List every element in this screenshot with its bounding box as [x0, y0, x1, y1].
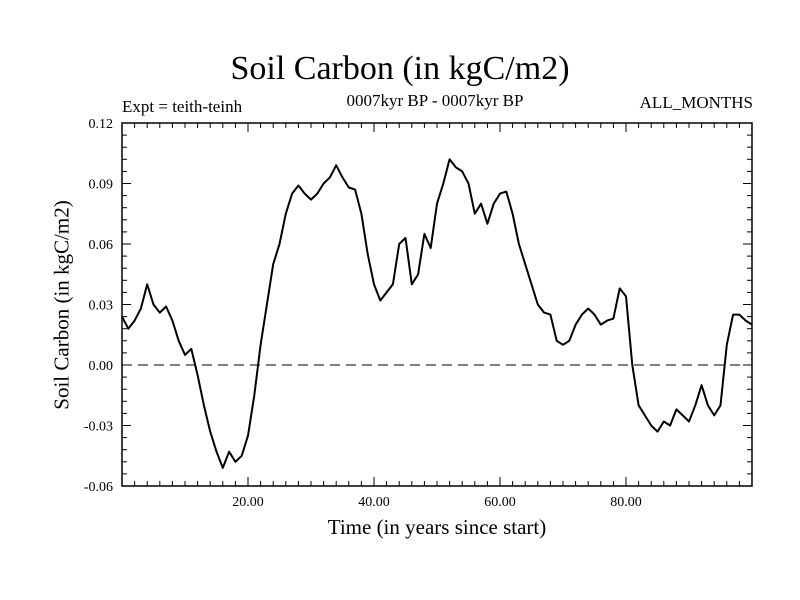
plot-frame	[121, 122, 753, 487]
y-tick-label: 0.09	[89, 178, 114, 193]
x-axis-label: Time (in years since start)	[327, 515, 547, 539]
y-tick-label: 0.00	[89, 359, 114, 374]
chart-title: Soil Carbon (in kgC/m2)	[230, 50, 570, 87]
y-tick-label: 0.03	[89, 299, 114, 314]
series-line	[121, 158, 753, 469]
x-tick-label: 60.00	[484, 495, 516, 510]
x-tick-label: 80.00	[610, 495, 642, 510]
ticks-layer: 20.00 40.00 60.00 80.00 -0.06 -0.03 0.00 0.03 0.…	[84, 117, 752, 510]
experiment-label: Expt = teith-teinh	[122, 97, 243, 116]
chart-subtitle: 0007kyr BP - 0007kyr BP	[346, 91, 524, 110]
period-label: ALL_MONTHS	[639, 93, 753, 112]
x-tick-label: 40.00	[358, 495, 390, 510]
y-tick-label: -0.06	[84, 480, 113, 495]
y-tick-label: 0.06	[89, 238, 114, 253]
x-tick-label: 20.00	[232, 495, 264, 510]
y-tick-label: 0.12	[89, 117, 114, 132]
y-tick-label: -0.03	[84, 420, 113, 435]
